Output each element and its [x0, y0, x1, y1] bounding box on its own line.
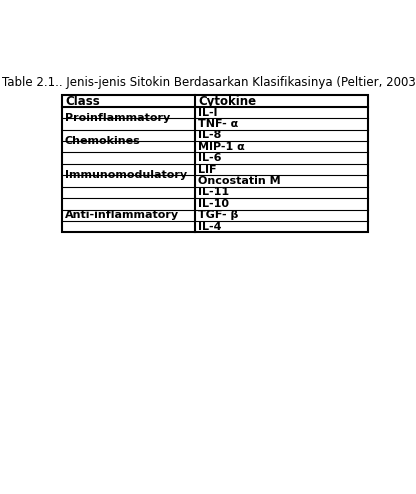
Text: IL-8: IL-8 [198, 130, 221, 140]
Text: IL-6: IL-6 [198, 153, 222, 163]
Text: Proinflammatory: Proinflammatory [65, 113, 170, 123]
Text: IL-11: IL-11 [198, 187, 229, 198]
Bar [62, 95, 368, 232]
Text: Class: Class [65, 95, 100, 108]
Text: Anti-inflammatory: Anti-inflammatory [65, 210, 179, 220]
Text: Table 2.1.. Jenis-jenis Sitokin Berdasarkan Klasifikasinya (Peltier, 2003).: Table 2.1.. Jenis-jenis Sitokin Berdasar… [2, 77, 416, 89]
Text: LIF: LIF [198, 165, 217, 174]
Text: TGF- β: TGF- β [198, 210, 238, 220]
Text: MIP-1 α: MIP-1 α [198, 142, 245, 152]
Text: IL-l: IL-l [198, 108, 218, 118]
Text: IL-4: IL-4 [198, 222, 222, 232]
Text: Oncostatin M: Oncostatin M [198, 176, 281, 186]
Text: Chemokines: Chemokines [65, 136, 141, 146]
Text: Immunomodulatory: Immunomodulatory [65, 170, 187, 180]
Text: TNF- α: TNF- α [198, 119, 238, 129]
Text: IL-10: IL-10 [198, 199, 229, 209]
Text: Cytokine: Cytokine [198, 95, 256, 108]
